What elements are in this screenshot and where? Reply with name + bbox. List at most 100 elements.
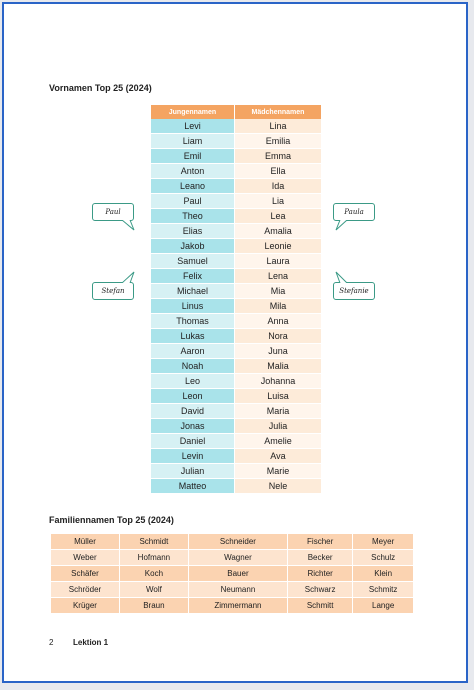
lesson-label: Lektion 1 — [73, 638, 109, 647]
boy-name-cell: Matteo — [151, 478, 235, 494]
boy-name-cell: Levin — [151, 448, 235, 464]
last-name-cell: Zimmermann — [187, 597, 289, 614]
first-names-row: David Maria — [151, 403, 323, 419]
first-names-row: Lukas Nora — [151, 328, 323, 344]
last-names-row: Schäfer Koch Bauer Richter Klein — [50, 565, 414, 582]
first-names-title: Vornamen Top 25 (2024) — [49, 83, 152, 93]
girl-name-cell: Lia — [234, 193, 323, 209]
girl-name-cell: Mila — [234, 298, 323, 314]
boys-header: Jungennamen — [151, 105, 235, 119]
last-name-cell: Müller — [50, 533, 120, 550]
boy-name-cell: David — [151, 403, 235, 419]
last-name-cell: Schröder — [50, 581, 120, 598]
boy-name-cell: Lukas — [151, 328, 235, 344]
boy-name-cell: Liam — [151, 133, 235, 149]
girl-name-cell: Ava — [234, 448, 323, 464]
girl-name-cell: Johanna — [234, 373, 323, 389]
bubble-label: Paul — [105, 208, 121, 216]
girl-name-cell: Juna — [234, 343, 323, 359]
bubble-tail-icon — [335, 271, 348, 283]
boy-name-cell: Aaron — [151, 343, 235, 359]
boy-name-cell: Jakob — [151, 238, 235, 254]
last-name-cell: Braun — [118, 597, 189, 614]
last-names-row: Schröder Wolf Neumann Schwarz Schmitz — [50, 581, 414, 598]
girl-name-cell: Emilia — [234, 133, 323, 149]
last-name-cell: Wagner — [187, 549, 289, 566]
last-name-cell: Koch — [118, 565, 189, 582]
first-names-row: Samuel Laura — [151, 253, 323, 269]
last-name-cell: Richter — [287, 565, 354, 582]
last-name-cell: Wolf — [118, 581, 189, 598]
last-name-cell: Neumann — [187, 581, 289, 598]
last-name-cell: Schmitt — [287, 597, 354, 614]
last-name-cell: Fischer — [287, 533, 354, 550]
bubble-tail-icon — [122, 220, 135, 231]
first-names-row: Leo Johanna — [151, 373, 323, 389]
girl-name-cell: Anna — [234, 313, 323, 329]
first-names-row: Elias Amalia — [151, 223, 323, 239]
first-names-row: Julian Marie — [151, 463, 323, 479]
boy-name-cell: Elias — [151, 223, 235, 239]
first-names-row: Aaron Juna — [151, 343, 323, 359]
last-name-cell: Lange — [352, 597, 414, 614]
bubble-tail-icon — [122, 271, 135, 283]
first-names-row: Liam Emilia — [151, 133, 323, 149]
boy-name-cell: Levi — [151, 119, 235, 134]
last-name-cell: Meyer — [352, 533, 414, 550]
first-names-row: Leon Luisa — [151, 388, 323, 404]
boy-name-cell: Theo — [151, 208, 235, 224]
boy-name-cell: Paul — [151, 193, 235, 209]
bubble-label: Paula — [344, 208, 364, 216]
girl-name-cell: Luisa — [234, 388, 323, 404]
first-names-row: Matteo Nele — [151, 478, 323, 494]
boy-name-cell: Michael — [151, 283, 235, 299]
speech-bubble-paula: Paula — [333, 203, 375, 221]
bubble-label: Stefanie — [339, 287, 369, 295]
girl-name-cell: Marie — [234, 463, 323, 479]
speech-bubble-stefan: Stefan — [92, 282, 134, 300]
first-names-row: Felix Lena — [151, 268, 323, 284]
first-names-row: Noah Malia — [151, 358, 323, 374]
girl-name-cell: Amalia — [234, 223, 323, 239]
girl-name-cell: Malia — [234, 358, 323, 374]
first-names-header-row: Jungennamen Mädchennamen — [151, 105, 323, 119]
first-names-row: Linus Mila — [151, 298, 323, 314]
first-names-row: Paul Lia — [151, 193, 323, 209]
bubble-label: Stefan — [101, 287, 125, 295]
girl-name-cell: Maria — [234, 403, 323, 419]
page: Vornamen Top 25 (2024) Jungennamen Mädch… — [2, 2, 468, 683]
last-names-row: Krüger Braun Zimmermann Schmitt Lange — [50, 597, 414, 614]
girl-name-cell: Amelie — [234, 433, 323, 449]
girl-name-cell: Ida — [234, 178, 323, 194]
girl-name-cell: Ella — [234, 163, 323, 179]
girl-name-cell: Lena — [234, 268, 323, 284]
last-name-cell: Schulz — [352, 549, 414, 566]
boy-name-cell: Noah — [151, 358, 235, 374]
last-name-cell: Schwarz — [287, 581, 354, 598]
last-names-table: Müller Schmidt Schneider Fischer Meyer Weber H… — [50, 533, 414, 614]
girl-name-cell: Nele — [234, 478, 323, 494]
first-names-row: Levi Lina — [151, 119, 323, 134]
girl-name-cell: Lina — [234, 119, 323, 134]
boy-name-cell: Linus — [151, 298, 235, 314]
girls-header: Mädchennamen — [234, 105, 323, 119]
last-names-title: Familiennamen Top 25 (2024) — [49, 515, 174, 525]
last-names-row: Weber Hofmann Wagner Becker Schulz — [50, 549, 414, 566]
girl-name-cell: Laura — [234, 253, 323, 269]
speech-bubble-paul: Paul — [92, 203, 134, 221]
girl-name-cell: Nora — [234, 328, 323, 344]
first-names-row: Emil Emma — [151, 148, 323, 164]
boy-name-cell: Emil — [151, 148, 235, 164]
first-names-table: Jungennamen Mädchennamen Levi Lina Liam Emi… — [151, 105, 323, 494]
boy-name-cell: Jonas — [151, 418, 235, 434]
girl-name-cell: Leonie — [234, 238, 323, 254]
boy-name-cell: Leo — [151, 373, 235, 389]
boy-name-cell: Julian — [151, 463, 235, 479]
boy-name-cell: Anton — [151, 163, 235, 179]
girl-name-cell: Emma — [234, 148, 323, 164]
first-names-row: Theo Lea — [151, 208, 323, 224]
last-name-cell: Krüger — [50, 597, 120, 614]
bubble-tail-icon — [335, 220, 348, 231]
boy-name-cell: Leano — [151, 178, 235, 194]
last-name-cell: Schäfer — [50, 565, 120, 582]
